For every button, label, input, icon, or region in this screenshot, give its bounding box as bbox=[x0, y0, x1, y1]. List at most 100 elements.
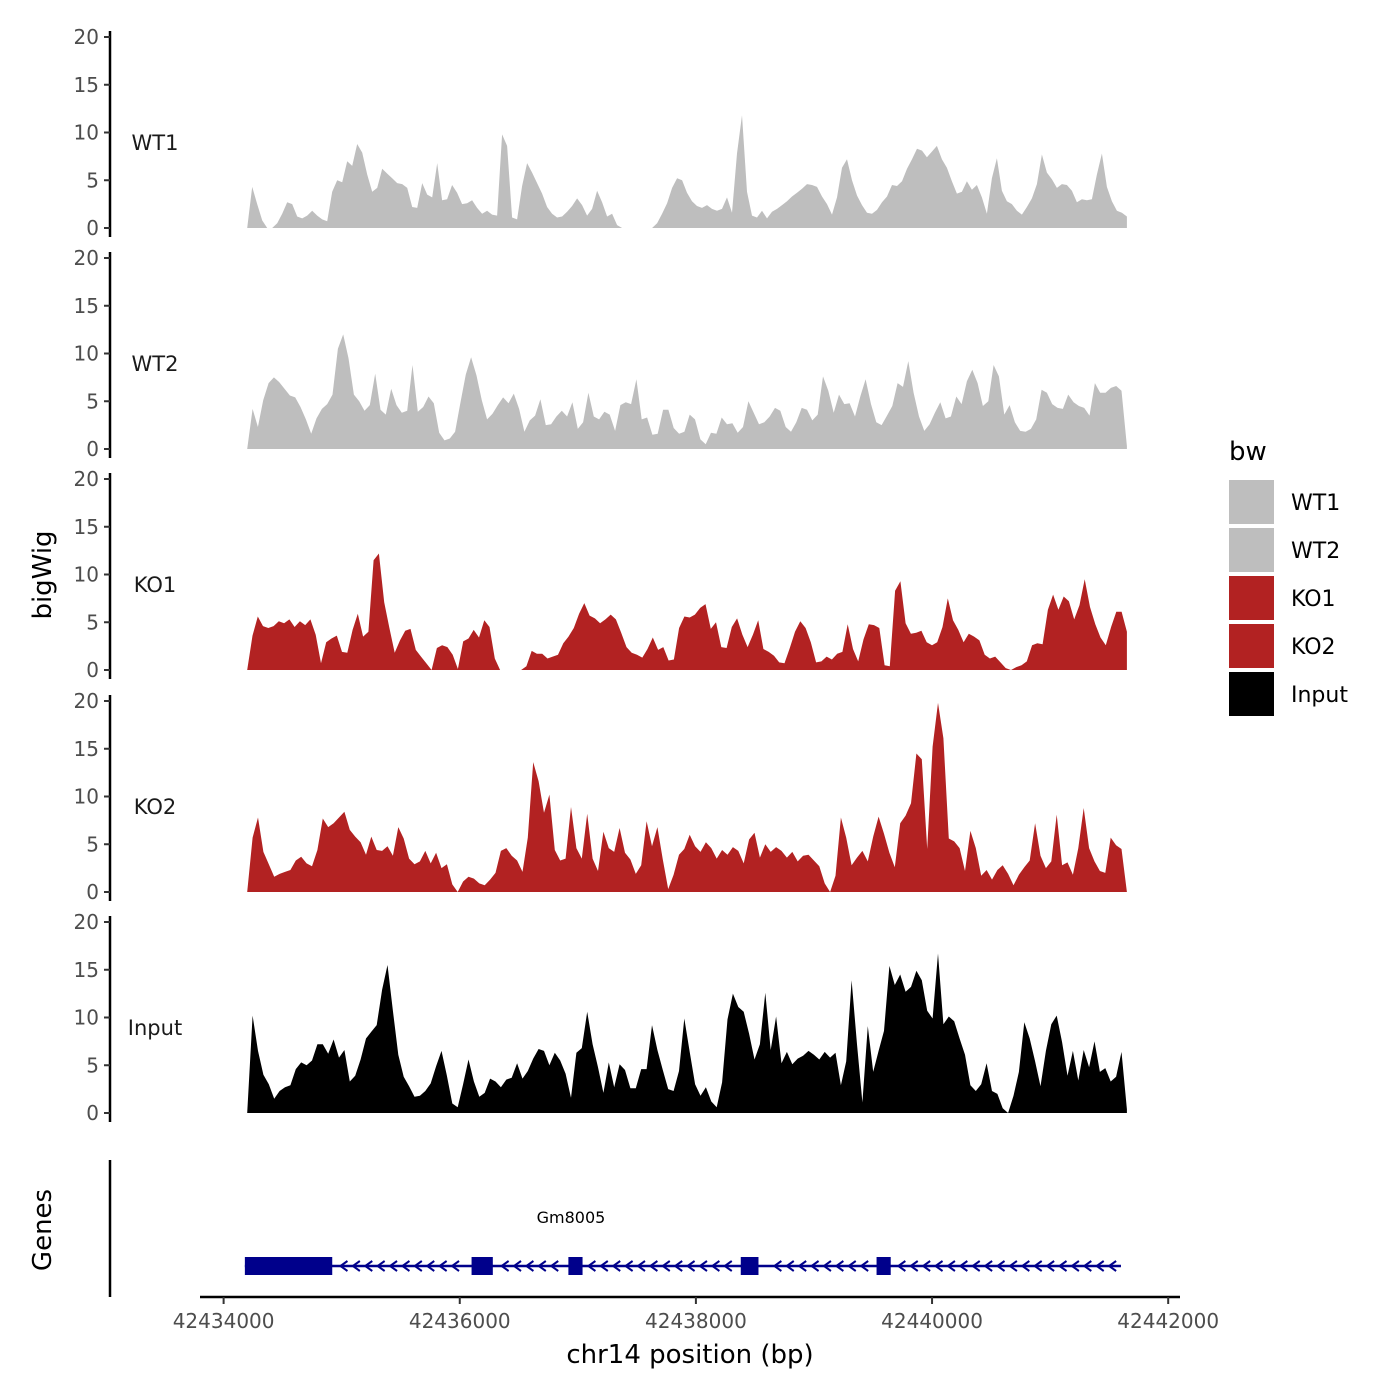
strand-arrow bbox=[351, 1260, 361, 1272]
strand-arrow bbox=[859, 1260, 869, 1272]
strand-arrow bbox=[363, 1260, 373, 1272]
strand-arrow bbox=[958, 1260, 968, 1272]
area-ko2 bbox=[247, 702, 1127, 892]
strand-arrow bbox=[946, 1260, 956, 1272]
strand-arrow bbox=[1045, 1260, 1055, 1272]
y-tick-label: 20 bbox=[74, 246, 99, 270]
strand-arrow bbox=[537, 1260, 547, 1272]
x-axis: 42434000 42436000 42438000 42440000 42442000 bbox=[173, 1295, 1219, 1333]
strand-arrow bbox=[797, 1260, 807, 1272]
y-tick-label: 0 bbox=[86, 216, 99, 240]
y-tick-label: 10 bbox=[74, 121, 99, 145]
strand-arrow bbox=[375, 1260, 386, 1272]
legend-swatch-ko1 bbox=[1229, 576, 1274, 620]
strand-arrow bbox=[648, 1260, 658, 1272]
strand-arrow bbox=[983, 1260, 993, 1272]
strand-arrow bbox=[437, 1260, 448, 1272]
strand-arrow bbox=[1057, 1260, 1068, 1272]
strand-arrow bbox=[1070, 1260, 1080, 1272]
y-tick-label: 5 bbox=[86, 168, 99, 192]
x-tick-label: 42442000 bbox=[1117, 1309, 1219, 1333]
track-wt2: 0 5 10 15 20 WT2 bbox=[74, 246, 1127, 461]
strand-arrow bbox=[1020, 1260, 1030, 1272]
legend-swatch-input bbox=[1229, 672, 1274, 716]
y-tick-label: 0 bbox=[86, 880, 99, 904]
legend-swatch-ko2 bbox=[1229, 624, 1274, 668]
y-tick-label: 10 bbox=[74, 785, 99, 809]
strand-arrow bbox=[586, 1260, 596, 1272]
strand-arrow bbox=[847, 1260, 857, 1272]
legend: bw WT1 WT2 KO1 KO2 Input bbox=[1229, 437, 1348, 716]
area-input bbox=[247, 953, 1127, 1113]
track-label: WT1 bbox=[132, 131, 179, 155]
strand-arrow bbox=[834, 1260, 844, 1272]
strand-arrow bbox=[499, 1260, 510, 1272]
strand-arrow bbox=[388, 1260, 398, 1272]
strand-arrow bbox=[623, 1260, 634, 1272]
y-tick-label: 15 bbox=[74, 294, 99, 318]
track-label: KO1 bbox=[134, 573, 177, 597]
strand-arrow bbox=[921, 1260, 931, 1272]
legend-swatch-wt2 bbox=[1229, 528, 1274, 572]
exon bbox=[876, 1257, 891, 1275]
strand-arrow bbox=[400, 1260, 411, 1272]
y-axis-title: bigWig bbox=[28, 530, 58, 619]
track-label: KO2 bbox=[134, 795, 177, 819]
y-tick-label: 0 bbox=[86, 1101, 99, 1125]
exon bbox=[471, 1257, 493, 1275]
exon bbox=[244, 1257, 333, 1275]
strand-arrow bbox=[636, 1260, 646, 1272]
strand-arrow bbox=[933, 1260, 944, 1272]
x-axis-title: chr14 position (bp) bbox=[566, 1340, 813, 1370]
strand-arrow bbox=[809, 1260, 820, 1272]
y-tick-label: 10 bbox=[74, 563, 99, 587]
track-wt1: 0 5 10 15 20 WT1 bbox=[74, 25, 1127, 240]
exon bbox=[568, 1257, 583, 1275]
y-tick-label: 0 bbox=[86, 437, 99, 461]
strand-arrow bbox=[611, 1260, 621, 1272]
strand-arrow bbox=[785, 1260, 795, 1272]
legend-label-ko2: KO2 bbox=[1291, 635, 1336, 660]
y-tick-label: 5 bbox=[86, 832, 99, 856]
strand-arrow bbox=[698, 1260, 708, 1272]
tracks-group: 0 5 10 15 20 WT1 0 5 10 15 20 WT2 0 5 10 15 20 KO1 0 5 10 15 2… bbox=[74, 25, 1127, 1125]
y-tick-label: 20 bbox=[74, 467, 99, 491]
legend-label-input: Input bbox=[1291, 683, 1348, 708]
strand-arrow bbox=[599, 1260, 609, 1272]
strand-arrow bbox=[710, 1260, 720, 1272]
x-tick-label: 42436000 bbox=[409, 1309, 511, 1333]
legend-swatch-wt1 bbox=[1229, 480, 1274, 524]
legend-label-ko1: KO1 bbox=[1291, 587, 1336, 612]
strand-arrow bbox=[822, 1260, 832, 1272]
exon bbox=[740, 1257, 759, 1275]
area-wt1 bbox=[247, 115, 1127, 228]
genes-axis-title: Genes bbox=[28, 1189, 58, 1271]
strand-arrow bbox=[1107, 1260, 1117, 1272]
strand-arrow bbox=[413, 1260, 423, 1272]
strand-arrow bbox=[338, 1260, 349, 1272]
legend-label-wt2: WT2 bbox=[1291, 539, 1340, 564]
gene-name-label: Gm8005 bbox=[537, 1208, 606, 1227]
track-ko1: 0 5 10 15 20 KO1 bbox=[74, 467, 1127, 682]
track-label: WT2 bbox=[132, 352, 179, 376]
strand-arrow bbox=[450, 1260, 460, 1272]
legend-label-wt1: WT1 bbox=[1291, 491, 1340, 516]
strand-arrow bbox=[661, 1260, 671, 1272]
y-tick-label: 15 bbox=[74, 737, 99, 761]
y-tick-label: 5 bbox=[86, 389, 99, 413]
genes-track: Gm8005 bbox=[108, 1160, 1121, 1297]
track-label: Input bbox=[128, 1016, 182, 1040]
area-ko1 bbox=[247, 553, 1127, 670]
strand-arrow bbox=[1094, 1260, 1105, 1272]
y-tick-label: 20 bbox=[74, 689, 99, 713]
strand-arrow bbox=[425, 1260, 435, 1272]
y-tick-label: 15 bbox=[74, 515, 99, 539]
strand-arrow bbox=[772, 1260, 782, 1272]
y-tick-label: 10 bbox=[74, 342, 99, 366]
strand-arrow bbox=[971, 1260, 981, 1272]
y-tick-label: 5 bbox=[86, 610, 99, 634]
strand-arrow bbox=[524, 1260, 535, 1272]
y-tick-label: 15 bbox=[74, 958, 99, 982]
legend-title: bw bbox=[1229, 437, 1267, 467]
x-tick-label: 42440000 bbox=[881, 1309, 983, 1333]
